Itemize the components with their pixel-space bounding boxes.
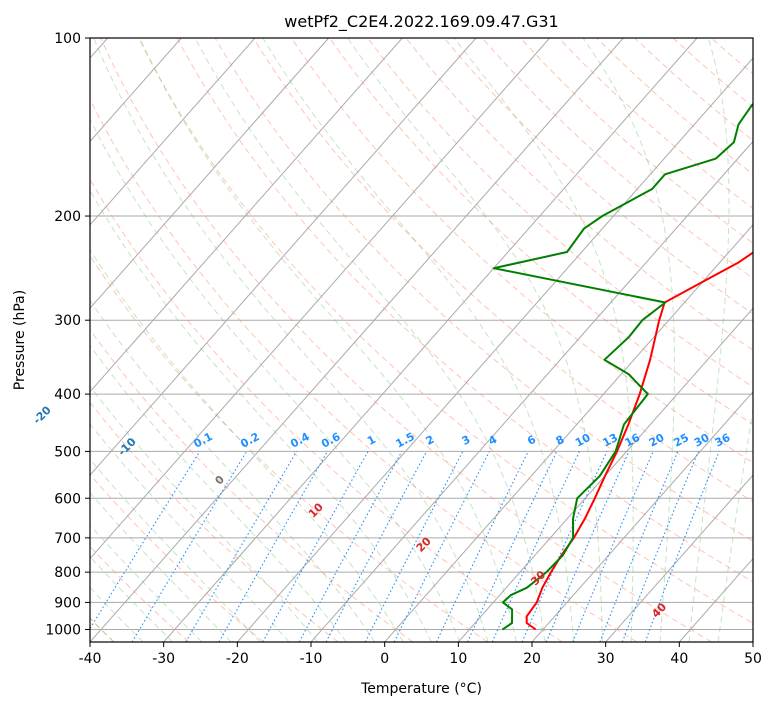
isotherm-line [457,307,753,642]
mixing-ratio-label: 20 [647,431,667,450]
dry-adiabat-line [176,38,753,583]
mixing-ratio-line [599,451,679,642]
y-tick-label: 500 [54,444,81,460]
x-tick-label: 50 [744,651,762,667]
mixing-ratio-line [90,451,201,630]
moist-adiabat-line [347,38,603,642]
plot-frame [89,37,754,643]
moist-adiabat-line [453,38,634,642]
x-axis-label: Temperature (°C) [360,681,482,697]
dry-adiabat-line [90,401,339,642]
y-tick-label: 800 [54,565,81,581]
y-tick-label: 700 [54,531,81,547]
moist-adiabat-line [90,299,376,642]
x-tick-label: 0 [380,651,389,667]
y-tick-label: 200 [54,209,81,225]
moist-adiabat-line [717,406,753,642]
dry-adiabat-line [90,545,190,642]
isotherm-line [90,38,403,393]
mixing-ratio-line [262,451,369,642]
moist-adiabat-line [90,344,347,642]
x-tick-label: -30 [152,651,175,667]
y-tick-label: 600 [54,491,81,507]
mixing-ratio-label: 25 [671,431,691,450]
mixing-ratio-label: 10 [573,431,593,450]
moist-adiabat-line [90,423,290,642]
isotherm-line [90,38,477,476]
isotherm-line [531,390,753,642]
x-tick-label: 20 [523,651,541,667]
isotherm-line [90,38,182,143]
y-tick-label: 100 [54,31,81,47]
moist-adiabat-line [262,38,575,642]
isotherm-line [384,224,753,642]
dry-adiabat-line [138,38,753,624]
dry-adiabat-line [367,38,753,388]
mixing-ratio-line [393,451,490,642]
dry-adiabat-line [100,38,712,642]
moist-adiabat-line [90,385,319,642]
mixing-ratio-line [545,451,630,642]
mixing-ratio-label: 13 [600,431,620,450]
isotherm-line [236,57,753,642]
y-tick-label: 300 [54,313,81,329]
mixing-ratio-line [491,451,580,642]
y-tick-label: 900 [54,595,81,611]
mixing-ratio-line [621,451,699,642]
x-tick-label: -10 [300,651,323,667]
moist-adiabat-line [688,38,730,642]
isotherm-line [90,38,256,226]
mixing-ratio-line [298,451,403,642]
dry-adiabat-line [252,38,753,503]
mixing-ratio-line [218,451,328,642]
moist-adiabat-line [90,458,261,642]
moist-adiabat-line [90,118,461,642]
moist-adiabat-line [93,38,489,642]
x-tick-label: -40 [79,651,102,667]
mixing-ratio-line [364,451,464,642]
dry-adiabat-line [214,38,753,542]
chart-title: wetPf2_C2E4.2022.169.09.47.G31 [284,12,558,32]
mixing-ratio-line [572,451,654,642]
y-axis-label: Pressure (hPa) [12,290,28,390]
moist-adiabat-line [90,248,404,642]
dry-adiabat-line [90,98,638,642]
temperature-profile [525,251,753,631]
dry-adiabat-line [90,254,488,642]
mixing-ratio-label: 16 [623,431,643,450]
isotherm-line [605,474,753,642]
dry-adiabat-line [90,473,264,642]
dewpoint-profile [492,102,753,631]
y-tick-label: 1000 [45,622,81,638]
x-tick-label: -20 [226,651,249,667]
x-tick-label: 10 [449,651,467,667]
mixing-ratio-line [644,451,720,642]
mixing-ratio-label: 30 [692,431,712,450]
isotherm-line [90,38,330,310]
mixing-ratio-label: 36 [713,431,733,450]
isotherm-line [90,38,551,560]
x-tick-label: 40 [670,651,688,667]
dry-adiabat-line [90,178,563,642]
x-tick-label: 30 [597,651,615,667]
y-tick-label: 400 [54,387,81,403]
dry-adiabat-line [90,328,414,642]
dry-adiabat-line [291,38,753,464]
moist-adiabat-line [582,38,675,642]
isotherm-line [163,38,698,642]
isotherm-line [90,38,624,642]
